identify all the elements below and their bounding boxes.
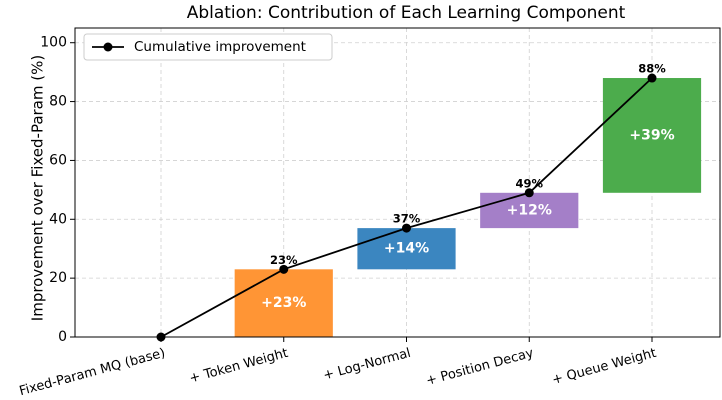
point: [524, 188, 534, 198]
y-tick-label: 60: [49, 152, 67, 168]
x-tick-label: + Log-Normal: [322, 346, 413, 384]
legend-box: [83, 33, 333, 61]
x-tick-label: + Queue Weight: [551, 346, 658, 388]
y-axis-label: Improvement over Fixed-Param (%): [29, 55, 47, 321]
bar: [234, 269, 333, 337]
point-label: 37%: [393, 212, 421, 226]
point-label: 88%: [638, 62, 666, 76]
bar-label: +14%: [384, 241, 429, 257]
bar: [357, 228, 456, 270]
point: [402, 223, 411, 233]
x-tick-label: Fixed-Param MQ (base): [18, 346, 167, 399]
legend: Cumulative improvement: [83, 33, 333, 61]
point-label: 23%: [270, 253, 298, 267]
bar-label: +12%: [507, 202, 552, 218]
x-tick-label: + Token Weight: [188, 346, 290, 387]
y-tick-label: 0: [58, 329, 67, 345]
y-tick-label: 20: [49, 270, 67, 286]
point: [279, 264, 289, 274]
bar: [480, 192, 579, 229]
plot-frame: [74, 27, 721, 338]
bar-label: +23%: [261, 295, 306, 311]
point: [647, 73, 657, 83]
bar-label: +39%: [629, 127, 674, 143]
bar: [602, 78, 702, 193]
chart-title: Ablation: Contribution of Each Learning …: [187, 3, 626, 23]
point-label: 49%: [515, 176, 543, 190]
x-tick-label: + Position Decay: [424, 346, 535, 389]
y-tick-label: 100: [40, 35, 67, 51]
legend-label: Cumulative improvement: [134, 39, 306, 55]
y-tick-label: 40: [49, 211, 67, 227]
legend-marker: [103, 42, 113, 52]
y-tick-label: 80: [49, 94, 67, 110]
